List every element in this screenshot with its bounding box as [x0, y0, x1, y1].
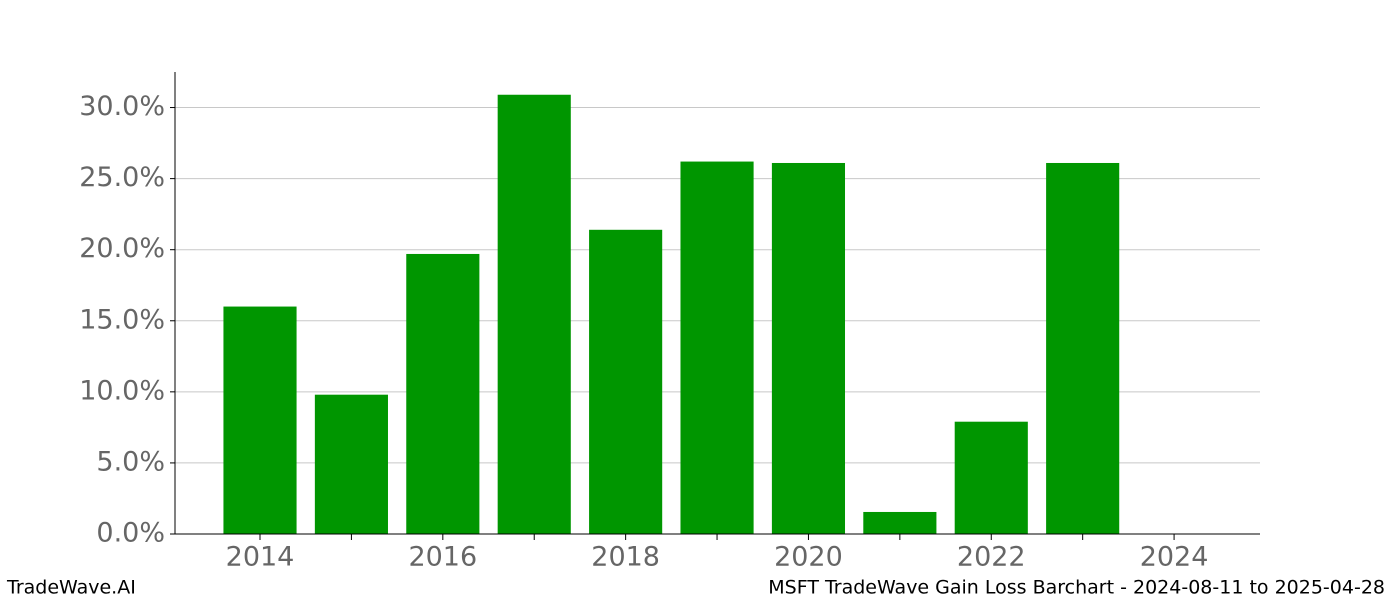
bar	[497, 94, 571, 534]
credit: TradeWave.AI	[6, 577, 136, 599]
bar	[680, 161, 754, 534]
x-tick-label: 2020	[774, 542, 843, 573]
bar	[314, 394, 388, 534]
y-tick-label: 20.0%	[79, 233, 165, 264]
y-tick-label: 0.0%	[96, 518, 165, 549]
x-tick-label: 2014	[226, 542, 295, 573]
x-tick-label: 2024	[1140, 542, 1209, 573]
bar	[406, 253, 480, 535]
y-tick-label: 30.0%	[79, 91, 165, 122]
bar	[223, 306, 297, 534]
bar	[589, 229, 663, 534]
x-tick-label: 2022	[957, 542, 1026, 573]
bar	[1046, 162, 1120, 534]
x-tick-label: 2018	[591, 542, 660, 573]
bar	[863, 511, 937, 534]
y-tick-label: 25.0%	[79, 162, 165, 193]
y-tick-label: 10.0%	[79, 375, 165, 406]
chart-title: MSFT TradeWave Gain Loss Barchart - 2024…	[768, 577, 1385, 599]
y-tick-label: 15.0%	[79, 304, 165, 335]
bar	[771, 162, 846, 534]
x-tick-label: 2016	[408, 542, 477, 573]
y-tick-label: 5.0%	[96, 446, 165, 477]
bar	[954, 421, 1028, 534]
